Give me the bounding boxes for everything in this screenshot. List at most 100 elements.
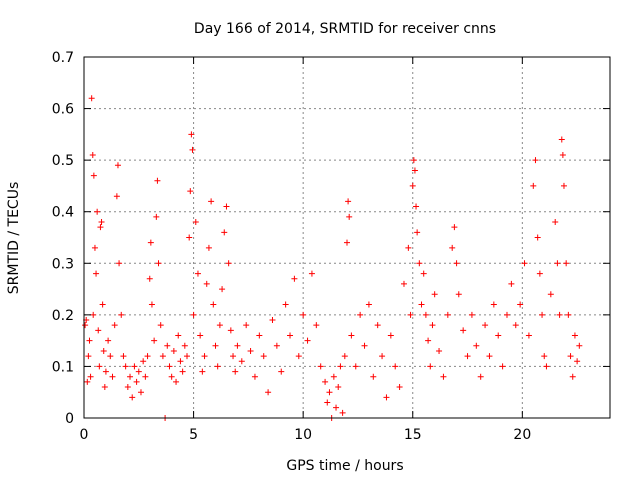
data-point	[521, 260, 528, 267]
data-point	[503, 311, 510, 318]
data-point	[221, 229, 228, 236]
data-point	[407, 311, 414, 318]
data-point	[370, 373, 377, 380]
data-point	[512, 322, 519, 329]
y-tick-label: 0.7	[52, 50, 74, 66]
data-point	[151, 337, 158, 344]
data-point	[379, 353, 386, 360]
data-point	[436, 347, 443, 354]
data-point	[455, 291, 462, 298]
data-point	[352, 363, 359, 370]
data-point	[91, 244, 98, 251]
data-point	[173, 378, 180, 385]
data-point	[499, 363, 506, 370]
data-point	[429, 322, 436, 329]
data-point	[260, 353, 267, 360]
data-point	[556, 311, 563, 318]
data-point	[269, 317, 276, 324]
data-point	[251, 373, 258, 380]
data-point	[420, 270, 427, 277]
data-point	[111, 322, 118, 329]
data-point	[129, 394, 136, 401]
data-point	[190, 311, 197, 318]
data-point	[559, 151, 566, 158]
data-point	[574, 358, 581, 365]
data-point	[444, 311, 451, 318]
data-point	[153, 213, 160, 220]
data-point	[230, 353, 237, 360]
x-tick-label: 20	[513, 427, 531, 443]
data-point	[563, 260, 570, 267]
y-tick-label: 0.5	[52, 153, 74, 169]
data-point	[365, 301, 372, 308]
data-point	[214, 363, 221, 370]
data-point	[326, 389, 333, 396]
data-point	[113, 193, 120, 200]
data-point	[127, 373, 134, 380]
data-point	[219, 286, 226, 293]
data-point	[225, 260, 232, 267]
data-point	[95, 327, 102, 334]
data-point	[490, 301, 497, 308]
x-axis-label: GPS time / hours	[286, 458, 403, 474]
data-point	[383, 394, 390, 401]
data-point	[525, 332, 532, 339]
data-point	[133, 378, 140, 385]
data-point	[118, 311, 125, 318]
data-point	[558, 136, 565, 143]
plot-frame	[83, 56, 611, 419]
data-point	[203, 280, 210, 287]
data-point	[440, 373, 447, 380]
data-point	[273, 342, 280, 349]
data-point	[554, 260, 561, 267]
data-point	[97, 224, 104, 231]
data-point	[179, 368, 186, 375]
data-point	[534, 234, 541, 241]
data-point	[238, 358, 245, 365]
data-point	[159, 353, 166, 360]
data-point	[422, 311, 429, 318]
data-point	[148, 301, 155, 308]
x-tick-label: 5	[189, 427, 198, 443]
y-tick-label: 0.3	[52, 256, 74, 272]
y-tick-label: 0.6	[52, 102, 74, 118]
data-point	[552, 219, 559, 226]
data-point	[124, 384, 131, 391]
data-point	[201, 353, 208, 360]
data-point	[109, 373, 116, 380]
data-point	[348, 332, 355, 339]
y-tick-label: 0	[65, 411, 74, 427]
data-point	[400, 280, 407, 287]
data-point	[247, 347, 254, 354]
data-point	[100, 347, 107, 354]
x-tick-label: 15	[404, 427, 422, 443]
data-point	[464, 353, 471, 360]
data-point	[107, 353, 114, 360]
data-point	[99, 301, 106, 308]
data-point	[105, 337, 112, 344]
data-point	[418, 301, 425, 308]
data-points	[82, 95, 583, 421]
data-point	[508, 280, 515, 287]
data-point	[197, 332, 204, 339]
data-point	[137, 389, 144, 396]
data-point	[427, 363, 434, 370]
data-point	[392, 363, 399, 370]
data-point	[357, 311, 364, 318]
data-point	[93, 270, 100, 277]
data-point	[449, 244, 456, 251]
data-point	[184, 353, 191, 360]
data-point	[560, 182, 567, 189]
y-tick-label: 0.4	[52, 205, 74, 221]
data-point	[530, 182, 537, 189]
data-point	[322, 378, 329, 385]
data-point	[416, 260, 423, 267]
data-point	[170, 347, 177, 354]
data-point	[164, 342, 171, 349]
data-point	[154, 177, 161, 184]
data-point	[194, 270, 201, 277]
data-point	[243, 322, 250, 329]
data-point	[146, 275, 153, 282]
data-point	[335, 384, 342, 391]
y-tick-label: 0.1	[52, 359, 74, 375]
